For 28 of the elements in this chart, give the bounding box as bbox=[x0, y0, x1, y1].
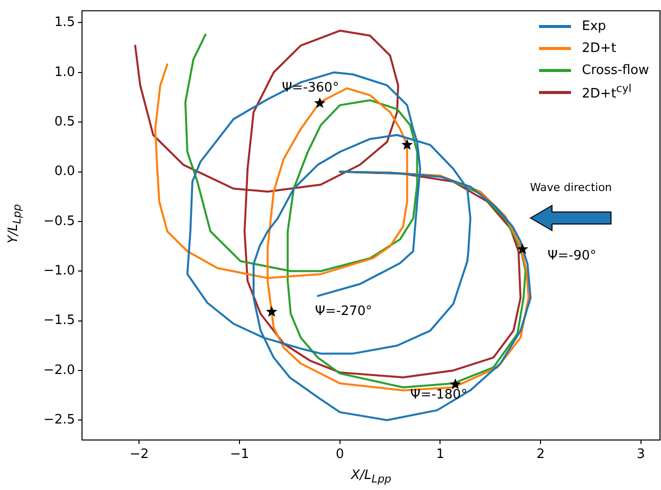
point bbox=[266, 306, 278, 317]
point bbox=[314, 97, 326, 108]
annotation: Wave direction bbox=[530, 181, 612, 194]
legend-label: Cross-flow bbox=[582, 62, 649, 78]
x-tick-label: 1 bbox=[436, 447, 444, 462]
annotation: Ψ=-270° bbox=[315, 304, 372, 319]
y-tick-label: −1.0 bbox=[43, 263, 75, 278]
y-tick-label: −0.5 bbox=[43, 214, 75, 229]
y-tick-label: 1.0 bbox=[54, 64, 75, 80]
x-tick-label: 0 bbox=[336, 447, 344, 462]
legend-label: 2D+t bbox=[582, 40, 616, 56]
y-tick-label: 0.0 bbox=[54, 164, 75, 180]
y-tick-label: 1.5 bbox=[54, 15, 75, 30]
legend-label: Exp bbox=[582, 18, 606, 34]
x-tick-label: 2 bbox=[536, 447, 545, 462]
y-tick-label: −2.5 bbox=[43, 412, 75, 428]
x-tick-label: −1 bbox=[230, 447, 250, 462]
annotation: Ψ=-90° bbox=[548, 248, 596, 264]
y-tick-label: −1.5 bbox=[43, 313, 75, 328]
x-tick-label: 3 bbox=[636, 447, 646, 462]
y-tick-label: −2.0 bbox=[43, 362, 75, 378]
y-tick-label: 0.5 bbox=[54, 114, 75, 130]
point bbox=[516, 243, 528, 254]
point bbox=[401, 138, 413, 150]
legend-label: 2D+t$^{cyl}$ bbox=[582, 82, 632, 102]
point bbox=[450, 378, 461, 390]
x-tick-label: −2 bbox=[130, 447, 149, 462]
x-axis-title: X/L$_{Lpp}$ bbox=[351, 468, 392, 486]
